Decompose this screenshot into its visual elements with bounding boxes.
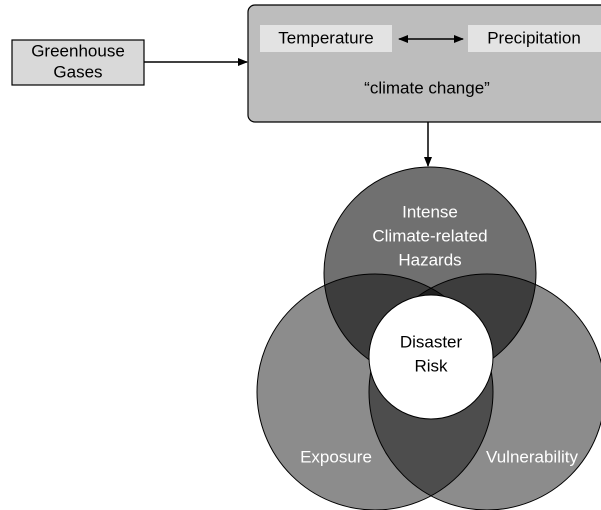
exposure-label: Exposure	[300, 447, 372, 466]
vulnerability-outline	[368, 273, 601, 510]
source-box	[11, 39, 145, 86]
source-label: Greenhouse	[31, 41, 125, 60]
source-label: Gases	[53, 62, 102, 81]
hazard-label: Hazards	[398, 250, 461, 269]
climate-label: “climate change”	[364, 78, 490, 97]
vulnerability-label: Vulnerability	[486, 447, 578, 466]
risk-circle	[368, 294, 494, 420]
precipitation-label: Precipitation	[487, 28, 581, 47]
climate-box	[247, 4, 601, 123]
exposure-outline	[256, 273, 494, 510]
temperature-box	[260, 25, 392, 52]
risk-label: Disaster	[400, 332, 463, 351]
risk-label: Risk	[414, 356, 448, 375]
temperature-label: Temperature	[278, 28, 373, 47]
precipitation-box	[468, 25, 601, 52]
hazard-label: Climate-related	[372, 226, 487, 245]
hazard-label: Intense	[402, 202, 458, 221]
